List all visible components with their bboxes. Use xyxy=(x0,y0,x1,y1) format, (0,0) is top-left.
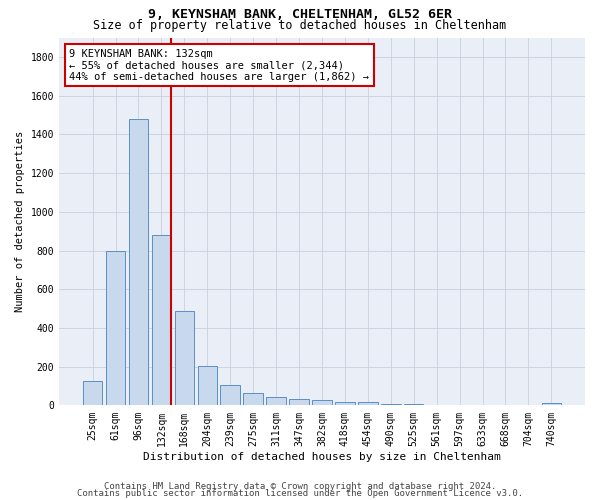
Bar xyxy=(358,402,377,406)
Y-axis label: Number of detached properties: Number of detached properties xyxy=(15,131,25,312)
Bar xyxy=(542,402,561,406)
Bar xyxy=(129,119,148,406)
Text: Contains HM Land Registry data © Crown copyright and database right 2024.: Contains HM Land Registry data © Crown c… xyxy=(104,482,496,491)
Bar xyxy=(289,398,309,406)
Bar xyxy=(266,398,286,406)
Bar xyxy=(312,400,332,406)
Text: Contains public sector information licensed under the Open Government Licence v3: Contains public sector information licen… xyxy=(77,490,523,498)
Text: 9, KEYNSHAM BANK, CHELTENHAM, GL52 6ER: 9, KEYNSHAM BANK, CHELTENHAM, GL52 6ER xyxy=(148,8,452,20)
Bar xyxy=(106,250,125,406)
Bar xyxy=(404,404,424,406)
Bar xyxy=(83,381,103,406)
Bar xyxy=(427,405,446,406)
Bar xyxy=(381,404,401,406)
Bar xyxy=(244,393,263,406)
Bar xyxy=(152,235,171,406)
Text: Size of property relative to detached houses in Cheltenham: Size of property relative to detached ho… xyxy=(94,18,506,32)
Bar xyxy=(197,366,217,406)
Bar xyxy=(335,402,355,406)
X-axis label: Distribution of detached houses by size in Cheltenham: Distribution of detached houses by size … xyxy=(143,452,501,462)
Bar xyxy=(220,385,240,406)
Bar xyxy=(175,310,194,406)
Text: 9 KEYNSHAM BANK: 132sqm
← 55% of detached houses are smaller (2,344)
44% of semi: 9 KEYNSHAM BANK: 132sqm ← 55% of detache… xyxy=(70,48,370,82)
